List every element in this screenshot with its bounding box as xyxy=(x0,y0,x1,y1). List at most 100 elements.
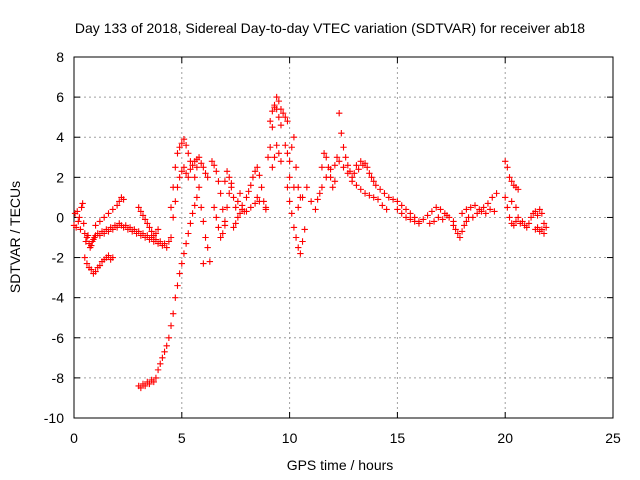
x-tick-label: 20 xyxy=(497,430,513,446)
data-point xyxy=(176,174,183,181)
data-point xyxy=(210,162,218,169)
data-point xyxy=(512,218,520,225)
data-point xyxy=(236,210,244,217)
data-point xyxy=(480,204,487,211)
data-point xyxy=(329,184,336,191)
data-point xyxy=(185,174,192,181)
data-point xyxy=(361,160,369,167)
data-point xyxy=(374,196,382,203)
data-point xyxy=(536,206,543,213)
data-point xyxy=(157,238,164,245)
data-point xyxy=(126,224,134,231)
data-point xyxy=(198,160,205,167)
data-point xyxy=(461,222,468,229)
data-point xyxy=(525,220,533,227)
data-point xyxy=(174,184,181,191)
data-point xyxy=(273,142,280,149)
data-point xyxy=(144,232,151,239)
data-point xyxy=(150,378,157,386)
y-tick-label: 0 xyxy=(56,209,64,225)
data-point xyxy=(482,210,489,217)
data-point xyxy=(284,184,291,191)
y-tick-label: 4 xyxy=(56,129,64,145)
data-point xyxy=(484,200,492,207)
data-point xyxy=(258,184,265,191)
data-point xyxy=(508,198,515,205)
data-point xyxy=(348,178,356,185)
data-point xyxy=(100,214,108,221)
data-point xyxy=(292,164,300,171)
data-point xyxy=(185,230,192,237)
data-point xyxy=(243,194,250,201)
data-point xyxy=(264,154,272,161)
data-point xyxy=(77,226,84,233)
data-point xyxy=(163,342,170,349)
data-point xyxy=(320,150,328,157)
data-point xyxy=(247,182,254,189)
y-axis-label: SDTVAR / TECUs xyxy=(7,181,23,293)
data-point xyxy=(217,190,224,197)
data-point xyxy=(232,204,239,211)
data-point xyxy=(489,194,496,201)
data-point xyxy=(368,174,375,181)
data-point xyxy=(379,202,386,209)
data-point xyxy=(523,224,530,231)
data-point xyxy=(402,206,410,213)
grid xyxy=(74,57,613,418)
y-tick-label: -10 xyxy=(44,410,64,426)
x-axis-label: GPS time / hours xyxy=(287,457,394,473)
data-point xyxy=(316,190,323,197)
data-point xyxy=(187,220,194,227)
data-point xyxy=(234,198,242,205)
data-point xyxy=(213,214,220,221)
data-point xyxy=(458,210,466,217)
data-point xyxy=(137,384,145,392)
data-point xyxy=(312,206,319,213)
data-point xyxy=(167,234,175,241)
data-point xyxy=(297,250,304,257)
data-point xyxy=(148,228,155,235)
data-point xyxy=(213,168,220,175)
data-point xyxy=(279,109,287,117)
plot-frame xyxy=(73,56,614,419)
data-point xyxy=(178,168,185,175)
data-point xyxy=(236,190,244,197)
data-point xyxy=(146,380,153,388)
data-point xyxy=(381,190,388,197)
x-tick-label: 15 xyxy=(390,430,406,446)
data-point xyxy=(165,238,173,245)
data-point xyxy=(519,218,526,225)
data-point xyxy=(366,170,373,177)
data-point xyxy=(172,164,179,171)
x-tick-label: 0 xyxy=(70,430,78,446)
data-point xyxy=(245,188,252,195)
data-point xyxy=(251,200,259,207)
data-point xyxy=(538,210,546,217)
data-point xyxy=(191,202,198,209)
data-point xyxy=(169,310,177,317)
data-point xyxy=(139,230,147,237)
data-point xyxy=(105,210,112,217)
data-point xyxy=(92,268,99,275)
data-point xyxy=(402,214,410,221)
data-point xyxy=(135,228,142,235)
data-point xyxy=(266,117,274,125)
data-point xyxy=(152,374,160,382)
data-point xyxy=(88,266,95,273)
data-point xyxy=(493,190,500,197)
data-point xyxy=(146,224,153,231)
data-point xyxy=(215,224,222,231)
data-point xyxy=(206,258,214,265)
data-point xyxy=(180,164,188,171)
data-point xyxy=(230,194,237,201)
data-point xyxy=(174,282,181,289)
data-point xyxy=(333,154,341,161)
data-point xyxy=(443,212,451,219)
data-point xyxy=(290,184,298,191)
data-point xyxy=(273,105,280,113)
data-point xyxy=(105,228,112,235)
data-point xyxy=(415,220,423,227)
data-point xyxy=(238,206,246,213)
data-point xyxy=(504,204,511,211)
data-point xyxy=(458,228,466,235)
